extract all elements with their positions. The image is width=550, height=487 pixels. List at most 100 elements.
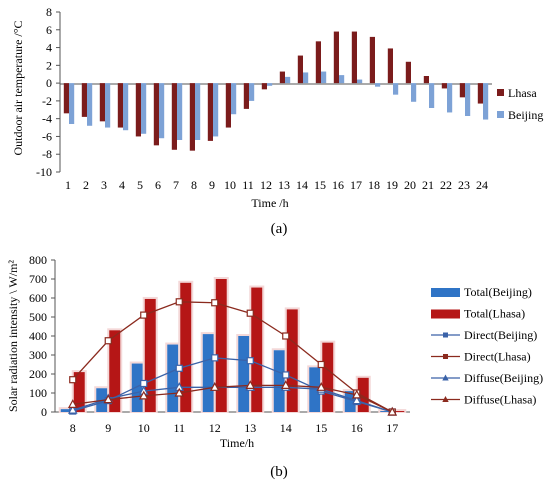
bar-beijing <box>231 83 237 115</box>
legend-label-direct-lhasa: Direct(Lhasa) <box>464 350 531 364</box>
x-tick-label: 3 <box>101 178 107 192</box>
bar-lhasa <box>279 71 285 84</box>
bar-lhasa <box>315 41 321 84</box>
bar-beijing <box>69 83 75 124</box>
bar-beijing <box>483 83 489 120</box>
bar-total-beijing <box>167 344 179 412</box>
y-tick-label: 500 <box>29 310 47 324</box>
bar-beijing <box>195 83 201 140</box>
legend-label-total-beijing: Total(Beijing) <box>464 285 532 299</box>
y-tick-label: 700 <box>29 272 47 286</box>
bar-beijing <box>141 83 147 134</box>
point-diffuse-lhasa <box>103 394 114 404</box>
bar-beijing <box>249 83 255 101</box>
legend-marker-diffuse-lhasa <box>442 396 449 402</box>
bar-beijing <box>465 83 471 116</box>
point-diffuse-lhasa <box>67 399 78 408</box>
bar-lhasa <box>153 83 159 146</box>
bar-lhasa <box>441 83 447 89</box>
legend-swatch-beijing <box>497 111 504 118</box>
x-tick-label: 15 <box>315 421 327 435</box>
x-tick-label: 12 <box>260 178 272 192</box>
x-tick-label: 17 <box>350 178 362 192</box>
bar-beijing <box>429 83 435 108</box>
y-tick-label: 4 <box>46 41 52 55</box>
bar-beijing <box>339 75 345 84</box>
legend-label-beijing: Beijing <box>508 108 543 122</box>
bar-total-lhasa <box>322 342 334 412</box>
y-tick-label: 0 <box>46 76 52 90</box>
bar-beijing <box>87 83 93 126</box>
point-direct-lhasa <box>317 360 325 369</box>
point-direct-lhasa <box>175 298 183 306</box>
bar-lhasa <box>351 31 357 84</box>
bar-total-lhasa <box>109 330 121 412</box>
x-tick-label: 7 <box>173 178 179 192</box>
x-tick-label: 2 <box>83 178 89 192</box>
point-diffuse-lhasa <box>351 389 362 399</box>
bar-total-beijing <box>238 336 250 412</box>
legend-marker-direct-lhasa <box>443 354 448 359</box>
x-tick-label: 11 <box>242 178 254 192</box>
bar-beijing <box>177 83 183 140</box>
x-tick-label: 24 <box>476 178 488 192</box>
chart-a-bars <box>63 31 489 151</box>
line-diffuse-beijing <box>72 386 393 413</box>
bar-total-beijing <box>344 391 356 412</box>
y-tick-label: 300 <box>29 348 47 362</box>
point-diffuse-lhasa <box>138 390 149 400</box>
point-direct-beijing <box>175 364 183 372</box>
point-direct-beijing <box>282 371 290 379</box>
x-tick-label: 19 <box>386 178 398 192</box>
legend-label-total-lhasa: Total(Lhasa) <box>464 307 525 321</box>
x-tick-label: 21 <box>422 178 434 192</box>
bar-total-beijing <box>309 367 321 412</box>
y-tick-label: 100 <box>29 386 47 400</box>
bar-total-lhasa <box>215 279 227 412</box>
point-diffuse-lhasa <box>280 380 291 389</box>
bar-lhasa <box>333 31 339 84</box>
chart-a-y-ticks: 8 6 4 2 0 -2 -4 -6 -8 -10 <box>36 5 60 179</box>
x-tick-label: 14 <box>296 178 308 192</box>
y-tick-label: 800 <box>29 253 47 267</box>
x-tick-label: 10 <box>138 421 150 435</box>
x-tick-label: 16 <box>332 178 344 192</box>
x-tick-label: 5 <box>137 178 143 192</box>
point-direct-lhasa <box>69 376 77 384</box>
bar-beijing <box>411 83 417 102</box>
bar-total-lhasa <box>73 372 85 412</box>
bar-lhasa <box>63 83 69 114</box>
point-diffuse-lhasa <box>209 382 220 391</box>
bar-total-beijing <box>380 411 392 412</box>
y-tick-label: 400 <box>29 329 47 343</box>
point-diffuse-lhasa <box>245 380 256 389</box>
x-tick-label: 15 <box>314 178 326 192</box>
bar-beijing <box>105 83 111 128</box>
chart-b-x-axis-label: Time/h <box>220 436 254 450</box>
bar-total-beijing <box>60 409 72 412</box>
chart-a-legend: Lhasa Beijing <box>497 86 543 122</box>
x-tick-label: 11 <box>173 421 185 435</box>
bar-lhasa <box>225 83 231 128</box>
bar-total-lhasa <box>393 411 405 412</box>
chart-b: 800 700 600 500 400 300 200 100 0 8 9 10 11 12 13 14 15… <box>6 253 543 480</box>
bar-lhasa <box>81 83 87 117</box>
bar-beijing <box>267 83 273 86</box>
bar-total-lhasa <box>144 298 156 412</box>
legend-swatch-total-lhasa <box>431 309 460 319</box>
x-tick-label: 23 <box>458 178 470 192</box>
point-direct-lhasa <box>104 337 112 345</box>
legend-swatch-lhasa <box>497 89 504 96</box>
point-diffuse-lhasa <box>387 406 398 416</box>
bar-beijing <box>357 79 363 84</box>
bar-lhasa <box>207 83 213 141</box>
bar-lhasa <box>117 83 123 128</box>
point-diffuse-lhasa <box>174 387 185 397</box>
legend-label-lhasa: Lhasa <box>508 86 537 100</box>
x-tick-label: 13 <box>278 178 290 192</box>
line-direct-lhasa <box>72 301 393 413</box>
x-tick-label: 13 <box>244 421 256 435</box>
bar-beijing <box>321 71 327 84</box>
point-direct-beijing <box>140 379 148 388</box>
bar-lhasa <box>99 83 105 122</box>
